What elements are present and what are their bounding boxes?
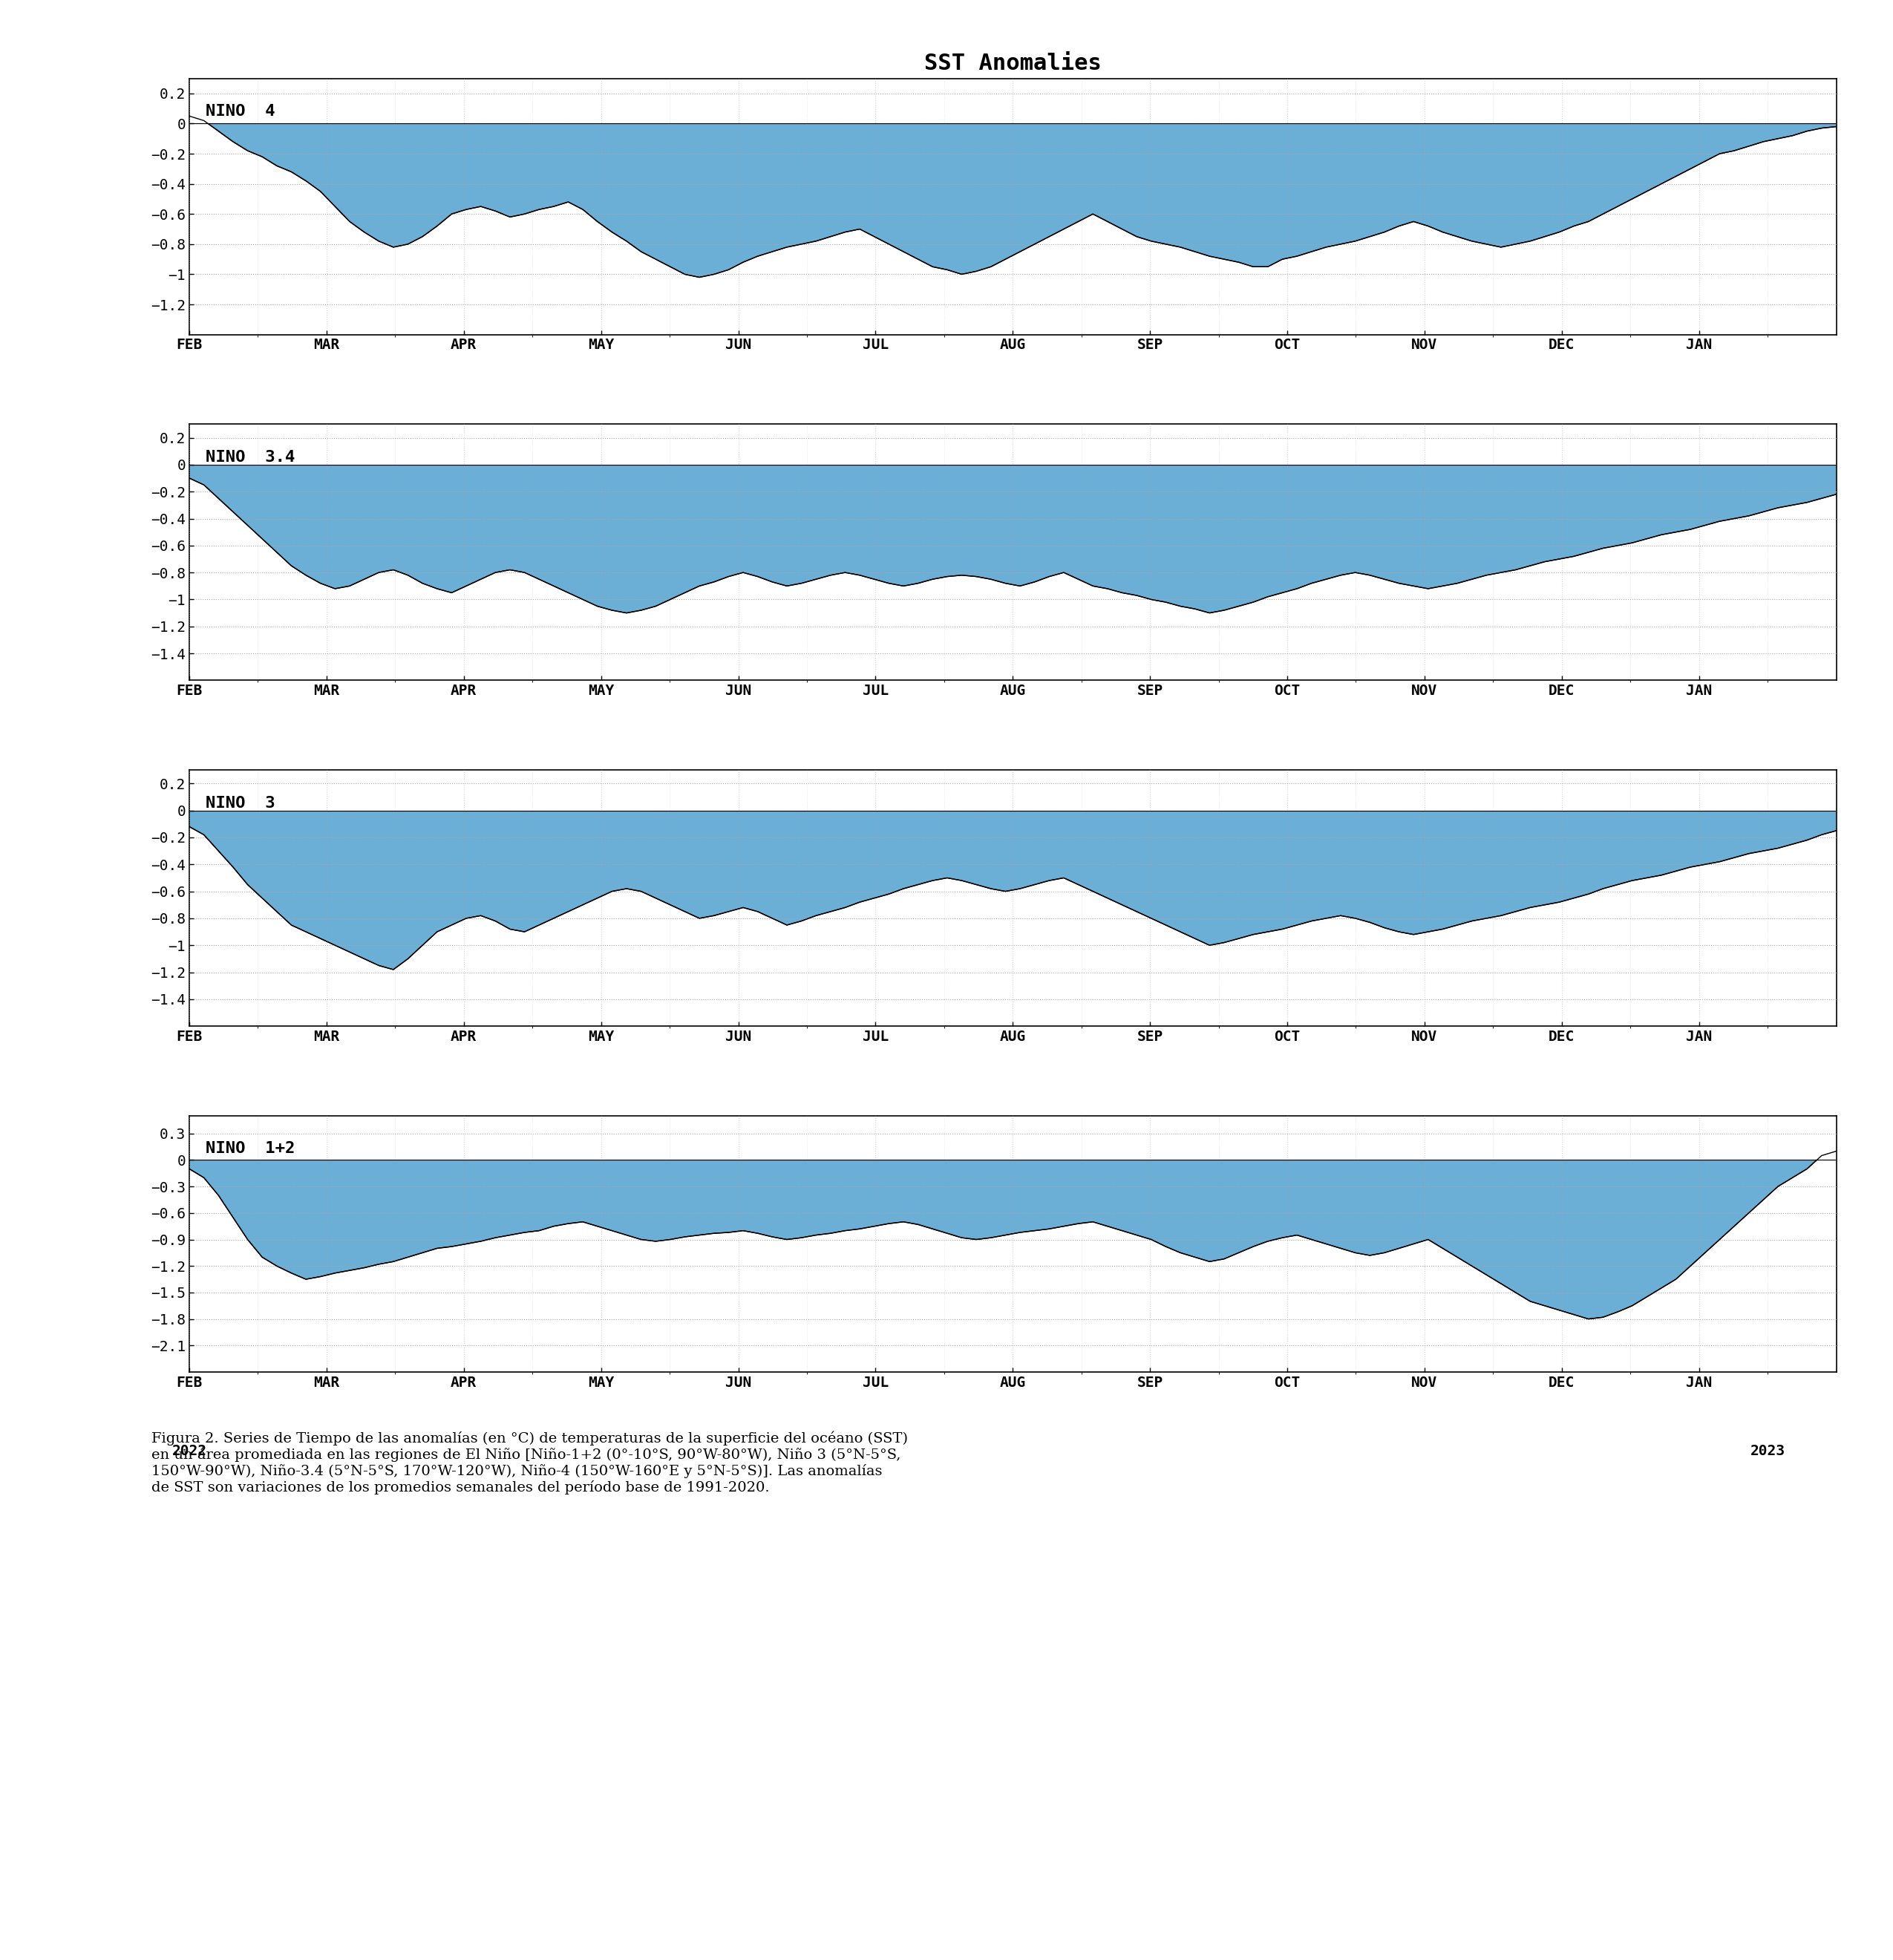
Text: NINO  1+2: NINO 1+2 [206, 1141, 295, 1156]
Text: NINO  3: NINO 3 [206, 796, 274, 811]
Text: 2023: 2023 [1751, 1445, 1785, 1458]
Text: Figura 2. Series de Tiempo de las anomalías (en °C) de temperaturas de la superf: Figura 2. Series de Tiempo de las anomal… [151, 1431, 909, 1495]
Text: 2022: 2022 [172, 1445, 206, 1458]
Text: NINO  4: NINO 4 [206, 104, 274, 120]
Text: NINO  3.4: NINO 3.4 [206, 451, 295, 465]
Text: SST Anomalies: SST Anomalies [924, 53, 1102, 74]
